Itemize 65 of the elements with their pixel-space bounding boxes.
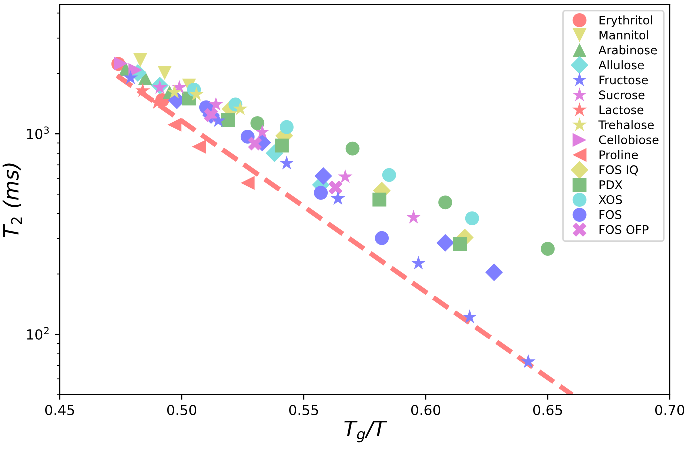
point	[211, 113, 226, 128]
x-tick-label: 0.65	[533, 404, 562, 416]
point	[255, 124, 270, 139]
point	[250, 116, 265, 130]
legend-label: Fructose	[600, 76, 648, 85]
point	[328, 180, 343, 195]
x-tick-label: 0.50	[167, 404, 197, 416]
legend-label: Proline	[600, 150, 638, 160]
point	[275, 138, 289, 153]
x-axis-title: T$_{g}$/T	[344, 420, 388, 443]
point	[192, 140, 206, 154]
point	[280, 120, 294, 134]
x-tick-label: 0.55	[289, 404, 318, 416]
point	[453, 237, 468, 252]
point	[189, 87, 204, 101]
point	[240, 176, 255, 190]
point	[436, 234, 454, 252]
point	[465, 212, 480, 226]
y-tick-label: 10$^{2}$	[27, 327, 49, 340]
x-tick-label: 0.45	[45, 404, 74, 416]
legend-label: FOS	[600, 210, 622, 220]
x-tick-label: 0.70	[655, 404, 685, 416]
legend-label: Trehalose	[598, 120, 654, 130]
point	[248, 136, 262, 151]
point	[152, 80, 168, 94]
legend-label: Erythritol	[600, 16, 652, 28]
point	[314, 167, 332, 186]
legend-label: Sucrose	[599, 90, 645, 100]
point	[521, 354, 536, 368]
point	[330, 191, 346, 206]
y-tick-label: 10$^{3}$	[27, 126, 50, 140]
point	[134, 53, 148, 68]
point	[541, 242, 555, 256]
point	[462, 310, 478, 324]
legend-label: Arabinose	[598, 46, 658, 55]
point	[221, 113, 236, 128]
x-tick-label: 0.60	[411, 404, 441, 416]
y-axis-title: T$_{2}$ (ms)	[2, 164, 22, 238]
legend-label: FOS IQ	[600, 166, 638, 176]
legend-label: FOS OFP	[600, 225, 649, 234]
point	[382, 168, 396, 182]
point	[346, 142, 360, 156]
point	[136, 83, 150, 98]
point	[114, 56, 128, 71]
legend-label: PDX	[600, 180, 623, 190]
point	[314, 186, 328, 200]
point	[208, 97, 224, 111]
point	[158, 66, 172, 80]
legend-label: Cellobiose	[599, 135, 659, 144]
point	[338, 169, 353, 184]
legend-label: XOS	[599, 195, 622, 204]
point	[280, 156, 294, 170]
legend-label: Lactose	[600, 106, 644, 115]
point	[438, 196, 452, 210]
point	[233, 102, 248, 116]
point	[411, 256, 426, 270]
point	[485, 264, 504, 282]
point	[167, 84, 182, 99]
point	[375, 231, 390, 246]
point	[406, 210, 422, 224]
point	[123, 70, 138, 84]
legend-label: Allulose	[598, 60, 644, 70]
point	[372, 192, 387, 207]
legend-label: Mannitol	[600, 30, 648, 40]
point	[168, 118, 182, 132]
